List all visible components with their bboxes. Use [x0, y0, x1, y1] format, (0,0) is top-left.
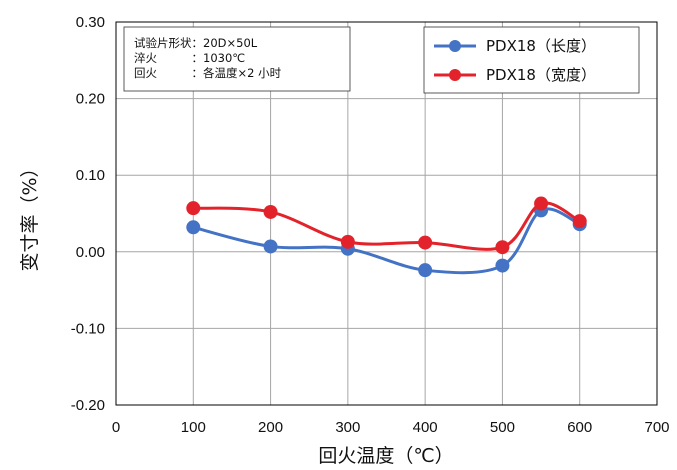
y-tick-label: 0.10	[76, 167, 105, 184]
y-tick-label: -0.10	[71, 320, 105, 337]
x-tick-label: 700	[644, 419, 669, 436]
x-tick-label: 300	[335, 419, 360, 436]
data-point-width	[340, 234, 355, 249]
x-tick-label: 600	[567, 419, 592, 436]
data-point-length	[495, 258, 510, 273]
data-point-width	[263, 204, 278, 219]
y-axis-title: 变寸率（%）	[19, 158, 41, 271]
data-point-length	[186, 220, 201, 235]
legend-marker-length	[449, 40, 461, 52]
x-tick-label: 100	[181, 419, 206, 436]
y-tick-label: -0.20	[71, 397, 105, 414]
data-point-length	[263, 239, 278, 254]
note-line-shape: 试验片形状：20D×50L	[134, 36, 258, 50]
series-layer	[186, 196, 587, 278]
data-point-width	[495, 240, 510, 255]
data-point-width	[534, 196, 549, 211]
legend: PDX18（长度） PDX18（宽度）	[423, 26, 640, 94]
note-line-quench: 淬火 ：1030℃	[134, 51, 245, 65]
x-tick-label: 500	[490, 419, 515, 436]
x-tick-label: 400	[413, 419, 438, 436]
note-line-temper: 回火 ：各温度×2 小时	[134, 66, 282, 80]
x-tick-label: 0	[112, 419, 120, 436]
y-tick-label: 0.30	[76, 14, 105, 31]
y-tick-labels: 0.30 0.20 0.10 0.00 -0.10 -0.20	[71, 14, 105, 414]
x-axis-title: 回火温度（℃）	[318, 445, 453, 467]
legend-label-length: PDX18（长度）	[486, 37, 596, 55]
legend-label-width: PDX18（宽度）	[486, 66, 596, 84]
conditions-note: 试验片形状：20D×50L 淬火 ：1030℃ 回火 ：各温度×2 小时	[123, 26, 351, 92]
legend-marker-width	[449, 69, 461, 81]
x-tick-label: 200	[258, 419, 283, 436]
series-width	[186, 196, 587, 255]
data-point-length	[418, 263, 433, 278]
data-point-width	[572, 214, 587, 229]
y-tick-label: 0.20	[76, 91, 105, 108]
series-length	[186, 203, 587, 278]
data-point-width	[186, 201, 201, 216]
y-tick-label: 0.00	[76, 244, 105, 261]
x-tick-labels: 0 100 200 300 400 500 600 700	[112, 419, 670, 436]
series-line-length	[192, 207, 581, 275]
data-point-width	[418, 235, 433, 250]
plot-area-frame	[115, 21, 658, 406]
